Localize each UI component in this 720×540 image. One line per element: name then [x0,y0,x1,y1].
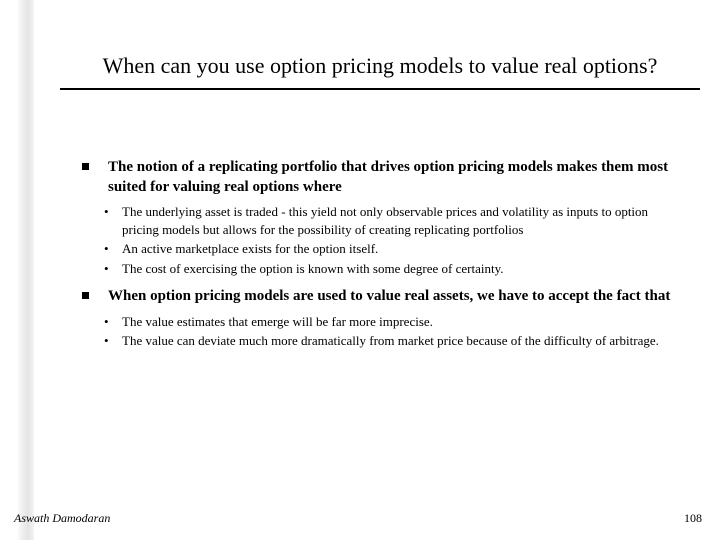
sub-list-item-text: An active marketplace exists for the opt… [122,240,684,258]
slide-title: When can you use option pricing models t… [60,52,700,80]
title-block: When can you use option pricing models t… [60,52,700,90]
list-item-text: The notion of a replicating portfolio th… [108,158,684,197]
sub-list-item: • An active marketplace exists for the o… [100,240,684,258]
dot-bullet-icon: • [104,203,109,221]
list-item-text: When option pricing models are used to v… [108,287,684,307]
dot-bullet-icon: • [104,332,109,350]
footer-author: Aswath Damodaran [14,511,110,526]
dot-bullet-icon: • [104,313,109,331]
dot-bullet-icon: • [104,260,109,278]
sub-list: • The value estimates that emerge will b… [100,313,684,350]
sub-list-item: • The underlying asset is traded - this … [100,203,684,238]
square-bullet-icon [82,292,89,299]
sub-list: • The underlying asset is traded - this … [100,203,684,277]
square-bullet-icon [82,163,89,170]
list-item: The notion of a replicating portfolio th… [78,158,684,197]
sub-list-item-text: The value estimates that emerge will be … [122,313,684,331]
dot-bullet-icon: • [104,240,109,258]
sub-list-item: • The value estimates that emerge will b… [100,313,684,331]
list-item: When option pricing models are used to v… [78,287,684,307]
sub-list-item: • The value can deviate much more dramat… [100,332,684,350]
sub-list-item-text: The cost of exercising the option is kno… [122,260,684,278]
sub-list-item: • The cost of exercising the option is k… [100,260,684,278]
sub-list-item-text: The underlying asset is traded - this yi… [122,203,684,238]
title-underline [60,88,700,90]
sub-list-item-text: The value can deviate much more dramatic… [122,332,684,350]
left-decorative-stripe [22,0,34,540]
page-number: 108 [684,511,702,526]
slide-body: The notion of a replicating portfolio th… [78,158,684,360]
